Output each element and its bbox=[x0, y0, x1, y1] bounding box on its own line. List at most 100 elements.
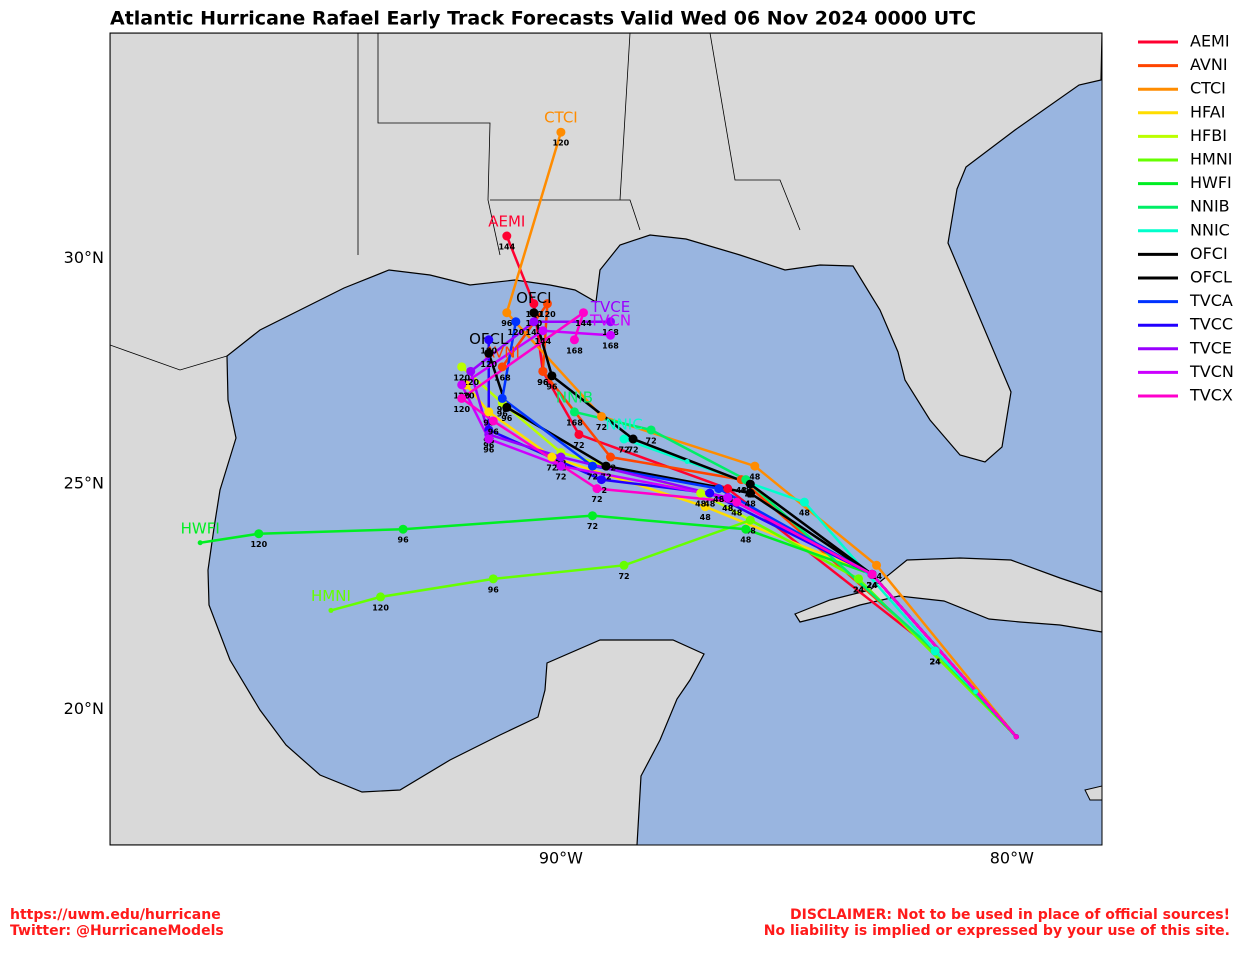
y-tick-label: 30°N bbox=[64, 248, 104, 267]
hour-label: 72 bbox=[618, 446, 629, 455]
hour-label: 96 bbox=[398, 536, 410, 545]
hour-label: 96 bbox=[483, 418, 495, 427]
track-point bbox=[529, 317, 539, 327]
track-point bbox=[542, 299, 552, 309]
track-point bbox=[488, 416, 498, 426]
track-point bbox=[538, 326, 548, 336]
track-point bbox=[723, 484, 733, 494]
track-point bbox=[502, 231, 512, 241]
hour-label: 72 bbox=[646, 436, 657, 445]
track-point bbox=[700, 502, 710, 512]
hour-label: 48 bbox=[745, 527, 757, 536]
hour-label: 24 bbox=[871, 572, 883, 581]
legend-label: AEMI bbox=[1190, 32, 1230, 51]
track-point bbox=[741, 524, 751, 534]
track-point bbox=[529, 308, 539, 318]
track-point bbox=[556, 461, 566, 471]
track-point bbox=[587, 511, 597, 521]
track-name: TVCE bbox=[590, 298, 630, 316]
track-point bbox=[484, 407, 494, 417]
track-point bbox=[556, 452, 566, 462]
hour-label: 120 bbox=[462, 378, 479, 387]
hour-label: 24 bbox=[853, 585, 865, 594]
track-point bbox=[587, 461, 597, 471]
hour-label: 48 bbox=[740, 486, 752, 495]
hour-label: 120 bbox=[458, 391, 475, 400]
hour-label: 72 bbox=[605, 464, 616, 473]
hour-label: 96 bbox=[501, 319, 513, 328]
track-point bbox=[684, 459, 690, 465]
legend-label: OFCI bbox=[1190, 244, 1228, 263]
legend-label: TVCA bbox=[1189, 291, 1233, 310]
footer-link: https://uwm.edu/hurricane bbox=[10, 907, 221, 923]
track-point bbox=[502, 402, 512, 412]
hour-label: 72 bbox=[596, 423, 607, 432]
track-point bbox=[745, 488, 755, 498]
hour-label: 72 bbox=[618, 572, 629, 581]
hour-label: 96 bbox=[537, 378, 549, 387]
hour-label: 72 bbox=[546, 464, 557, 473]
hour-label: 120 bbox=[453, 405, 470, 414]
track-point bbox=[723, 493, 733, 503]
hour-label: 48 bbox=[695, 500, 707, 509]
track-name: HMNI bbox=[311, 587, 351, 605]
hour-label: 24 bbox=[930, 658, 942, 667]
track-point bbox=[466, 366, 476, 376]
legend-label: OFCL bbox=[1190, 268, 1232, 287]
track-point bbox=[484, 348, 494, 358]
track-point bbox=[705, 488, 715, 498]
track-point bbox=[511, 317, 521, 327]
hour-label: 24 bbox=[930, 658, 942, 667]
track-point bbox=[376, 592, 386, 602]
track-point bbox=[1013, 734, 1019, 740]
track-point bbox=[398, 524, 408, 534]
hour-label: 120 bbox=[539, 310, 556, 319]
hour-label: 48 bbox=[799, 509, 811, 518]
track-point bbox=[619, 434, 629, 444]
hour-label: 24 bbox=[866, 581, 878, 590]
hour-label: 24 bbox=[866, 581, 878, 590]
track-point bbox=[930, 646, 940, 656]
track-point bbox=[973, 689, 979, 695]
track-point bbox=[867, 569, 877, 579]
hour-label: 144 bbox=[526, 328, 543, 337]
hour-label: 24 bbox=[930, 658, 942, 667]
hour-label: 72 bbox=[627, 446, 638, 455]
track-point bbox=[484, 335, 494, 345]
hour-label: 120 bbox=[507, 328, 524, 337]
track-point bbox=[596, 475, 606, 485]
y-tick-label: 20°N bbox=[64, 699, 104, 718]
hour-label: 24 bbox=[866, 581, 878, 590]
hour-label: 72 bbox=[587, 522, 598, 531]
hour-label: 120 bbox=[480, 346, 497, 355]
hour-label: 72 bbox=[596, 486, 607, 495]
hour-label: 24 bbox=[930, 658, 942, 667]
track-name: TVCN bbox=[589, 312, 631, 330]
track-point bbox=[529, 299, 539, 309]
track-point bbox=[569, 407, 579, 417]
track-point bbox=[556, 127, 566, 137]
legend-label: HWFI bbox=[1190, 173, 1232, 192]
hour-label: 48 bbox=[740, 536, 752, 545]
hour-label: 48 bbox=[736, 486, 748, 495]
track-point bbox=[732, 497, 742, 507]
hour-label: 96 bbox=[483, 446, 495, 455]
hour-label: 24 bbox=[866, 581, 878, 590]
track-point bbox=[750, 461, 760, 471]
x-tick-label: 90°W bbox=[539, 849, 583, 868]
disclaimer: DISCLAIMER: Not to be used in place of o… bbox=[790, 907, 1230, 923]
hour-label: 120 bbox=[250, 540, 267, 549]
hour-label: 168 bbox=[494, 373, 511, 382]
hour-label: 144 bbox=[535, 337, 552, 346]
track-point bbox=[745, 479, 755, 489]
track-name: OFCI bbox=[516, 289, 551, 307]
hour-label: 48 bbox=[722, 504, 734, 513]
track-point bbox=[578, 308, 588, 318]
cuba bbox=[794, 557, 1102, 633]
track-point bbox=[488, 574, 498, 584]
disclaimer: No liability is implied or expressed by … bbox=[764, 923, 1230, 939]
track-point bbox=[606, 330, 616, 340]
hour-label: 48 bbox=[704, 500, 716, 509]
track-point bbox=[596, 411, 606, 421]
track-name: HWFI bbox=[181, 519, 220, 537]
